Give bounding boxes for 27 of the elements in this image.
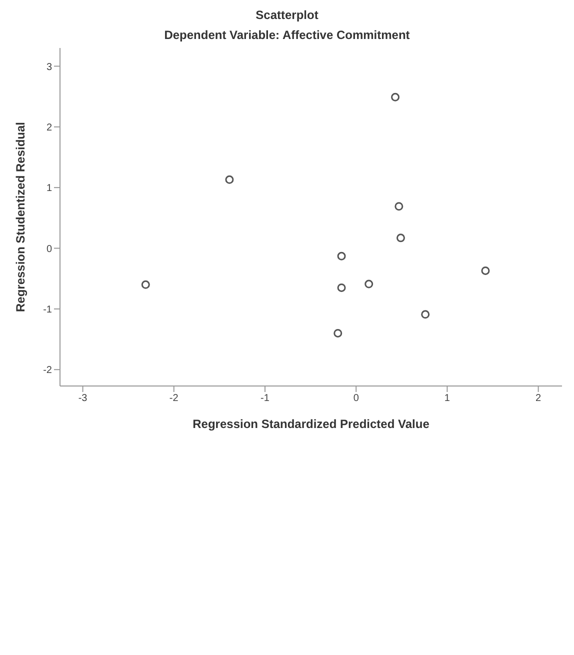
y-tick-label: 2 [46,122,52,134]
y-tick-label: -1 [43,304,52,316]
x-tick-label: 0 [353,393,360,404]
point [421,310,430,319]
x-axis-title: Regression Standardized Predicted Value [192,417,430,431]
point [141,280,150,289]
y-axis-title: Regression Studentized Residual [13,122,28,312]
y-tick-label: 0 [46,244,52,255]
point [391,92,400,102]
point [364,280,374,288]
point [394,202,404,211]
x-tick-label: -2 [169,393,179,404]
point [225,175,234,184]
point [337,283,346,292]
x-tick-label: 1 [444,393,450,404]
x-tick-label: -3 [78,393,88,404]
point [396,234,405,242]
point [337,252,346,260]
x-tick-label: -1 [260,393,270,404]
point [334,328,342,338]
chart-title: Scatterplot [254,8,320,22]
x-tick-label: 2 [536,393,542,404]
chart-subtitle: Dependent Variable: Affective Commitment [163,28,411,42]
y-tick-label: 1 [46,183,52,194]
y-tick-label: 3 [46,62,52,73]
y-tick-label: -2 [43,365,52,376]
point [481,266,490,275]
